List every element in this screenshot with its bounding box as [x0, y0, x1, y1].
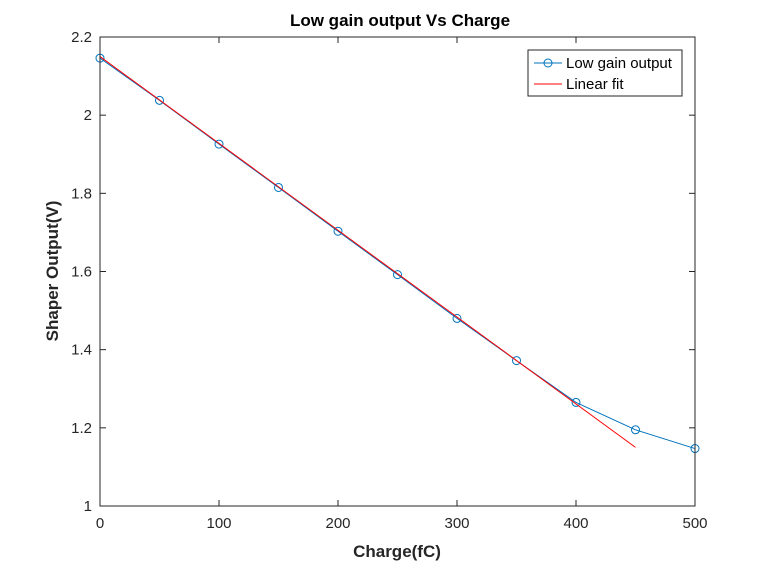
legend-label-low-gain: Low gain output — [566, 55, 673, 72]
x-tick-label: 100 — [206, 515, 231, 532]
data-point-low-gain-output — [571, 397, 581, 407]
plot-area — [100, 37, 695, 506]
x-tick-label: 400 — [563, 515, 588, 532]
legend-label-linear-fit: Linear fit — [566, 76, 624, 93]
data-point-low-gain-output — [155, 95, 164, 105]
x-tick-label: 300 — [444, 515, 469, 532]
data-point-low-gain-output — [631, 425, 640, 435]
y-tick-label: 1 — [84, 498, 92, 515]
axes-layer: 0 100 200 300 400 500 1 1.2 1.4 1.6 1.8 2 2.2 — [71, 29, 707, 532]
data-point-low-gain-output — [333, 226, 343, 236]
y-tick-label: 1.4 — [71, 342, 92, 359]
x-axis-label: Charge(fC) — [353, 542, 441, 561]
data-point-low-gain-output — [214, 139, 224, 149]
y-tick-label: 1.8 — [71, 185, 92, 202]
x-tick-label: 200 — [325, 515, 350, 532]
legend: Low gain output Linear fit — [527, 49, 683, 97]
data-point-low-gain-output — [393, 270, 402, 280]
y-tick-label: 2 — [84, 107, 92, 124]
data-point-low-gain-output — [274, 182, 283, 192]
series-line-linear-fit — [99, 56, 636, 448]
y-tick-label: 2.2 — [71, 29, 92, 46]
data-point-low-gain-output — [512, 356, 521, 366]
y-tick-label: 1.6 — [71, 264, 92, 281]
y-tick-label: 1.2 — [71, 420, 92, 437]
y-axis-label: Shaper Output(V) — [43, 201, 62, 342]
chart-title: Low gain output Vs Charge — [290, 11, 510, 30]
legend-box — [527, 49, 683, 97]
x-tick-label: 0 — [96, 515, 104, 532]
legend-marker-low-gain — [543, 58, 553, 68]
series-layer — [95, 53, 700, 454]
data-point-low-gain-output — [452, 313, 462, 323]
x-tick-label: 500 — [682, 515, 707, 532]
